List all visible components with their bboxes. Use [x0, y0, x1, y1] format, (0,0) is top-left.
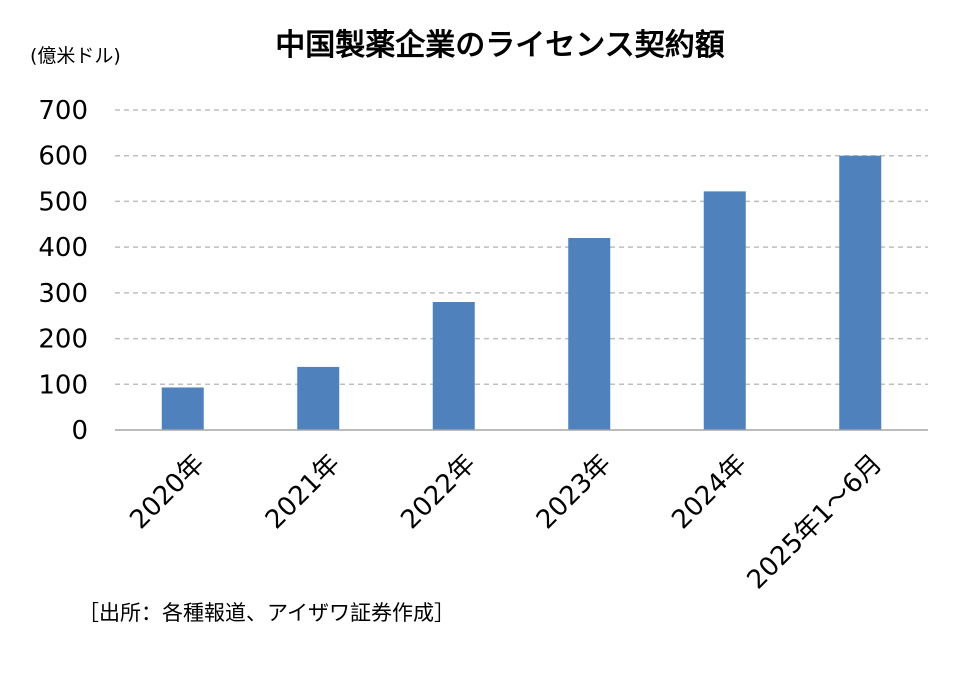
unit-label: (億米ドル) [30, 45, 121, 67]
bar [568, 238, 611, 430]
x-tick-label: 2025年1～6月 [742, 449, 889, 596]
y-tick-label: 200 [38, 325, 88, 355]
x-tick-label: 2023年 [531, 449, 617, 535]
bar [432, 302, 475, 430]
y-tick-label: 400 [38, 233, 88, 263]
y-tick-label: 600 [38, 142, 88, 172]
y-tick-label: 0 [71, 416, 88, 446]
x-tick-label: 2021年 [260, 449, 346, 535]
y-axis-ticks: 0 100 200 300 400 500 600 700 [38, 96, 88, 446]
y-tick-label: 700 [38, 96, 88, 126]
bar [161, 387, 204, 430]
source-note: ［出所：各種報道、アイザワ証券作成］ [78, 601, 455, 625]
gridlines [115, 109, 928, 386]
bars [161, 155, 882, 430]
x-tick-label: 2020年 [124, 449, 210, 535]
bar [297, 366, 340, 430]
y-tick-label: 300 [38, 279, 88, 309]
x-tick-label: 2022年 [395, 449, 481, 535]
bar [703, 191, 746, 430]
x-tick-label: 2024年 [666, 449, 752, 535]
bar [839, 155, 882, 430]
chart-title: 中国製薬企業のライセンス契約額 [275, 28, 724, 63]
y-tick-label: 100 [38, 370, 88, 400]
y-tick-label: 500 [38, 187, 88, 217]
